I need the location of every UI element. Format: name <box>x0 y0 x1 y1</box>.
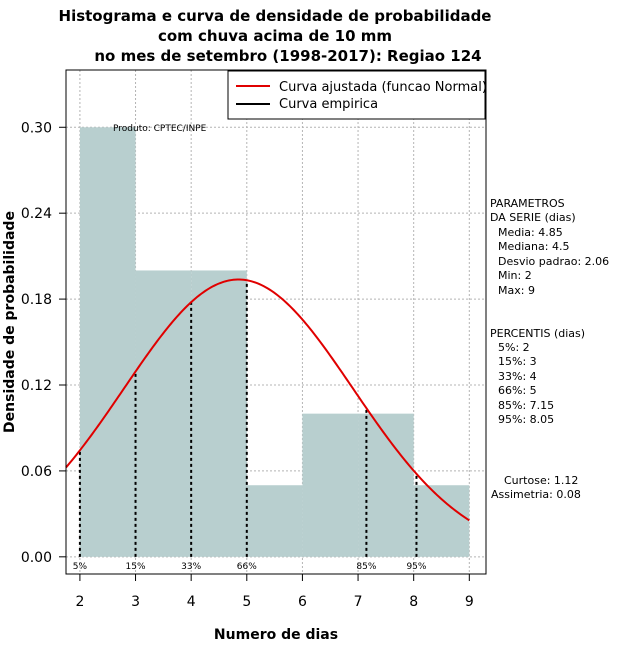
side-pct-33: 33%: 4 <box>498 370 537 383</box>
normal-fit-curve <box>65 278 470 522</box>
histogram-bar <box>246 485 303 557</box>
y-axis: 0.00 0.06 0.12 0.18 0.24 0.30 <box>21 120 66 566</box>
x-tick-label: 8 <box>409 594 418 610</box>
side-param-min: Min: 2 <box>498 269 532 282</box>
y-tick-label: 0.24 <box>21 206 52 222</box>
y-tick-label: 0.00 <box>21 550 52 566</box>
side-param-media: Media: 4.85 <box>498 226 563 239</box>
histogram-bar <box>358 413 414 557</box>
histogram-bars <box>79 127 470 557</box>
legend-label-empirical: Curva empirica <box>279 97 378 112</box>
histogram-bar <box>135 270 192 557</box>
y-tick-label: 0.30 <box>21 120 52 136</box>
percentile-label: 33% <box>181 562 201 572</box>
side-panel: PARAMETROS DA SERIE (dias) Media: 4.85 M… <box>490 197 609 501</box>
side-parameters-heading-2: DA SERIE (dias) <box>490 211 576 224</box>
side-pct-15: 15%: 3 <box>498 355 537 368</box>
product-annotation: Produto: CPTEC/INPE <box>113 124 207 134</box>
histogram-bar <box>79 127 136 557</box>
chart-title: Histograma e curva de densidade de proba… <box>59 7 492 65</box>
title-line-1: Histograma e curva de densidade de proba… <box>59 7 492 25</box>
legend-label-fit: Curva ajustada (funcao Normal) <box>279 80 487 95</box>
percentile-lines <box>78 280 418 557</box>
side-pct-95: 95%: 8.05 <box>498 413 554 426</box>
x-tick-label: 7 <box>354 594 363 610</box>
side-curtose: Curtose: 1.12 <box>504 474 578 487</box>
y-tick-label: 0.12 <box>21 378 52 394</box>
side-pct-66: 66%: 5 <box>498 384 537 397</box>
x-tick-label: 4 <box>187 594 196 610</box>
side-param-mediana: Mediana: 4.5 <box>498 240 569 253</box>
percentile-label: 95% <box>406 562 426 572</box>
y-tick-label: 0.06 <box>21 464 52 480</box>
histogram-bar <box>191 270 247 557</box>
side-pct-85: 85%: 7.15 <box>498 399 554 412</box>
x-axis: 2 3 4 5 6 7 8 9 <box>75 573 474 610</box>
percentile-label: 15% <box>126 562 146 572</box>
percentile-labels: 5% 15% 33% 66% 85% 95% <box>73 562 427 572</box>
x-tick-label: 9 <box>465 594 474 610</box>
side-parameters-heading-1: PARAMETROS <box>490 197 565 210</box>
legend-box <box>227 70 486 120</box>
y-axis-label: Densidade de probabilidade <box>2 211 18 433</box>
x-axis-label: Numero de dias <box>214 627 338 643</box>
side-assimetria: Assimetria: 0.08 <box>491 488 581 501</box>
title-line-3: no mes de setembro (1998-2017): Regiao 1… <box>94 47 481 65</box>
histogram-bar <box>302 413 359 557</box>
title-line-2: com chuva acima de 10 mm <box>158 27 392 45</box>
x-tick-label: 2 <box>75 594 84 610</box>
side-percentiles-heading: PERCENTIS (dias) <box>490 327 585 340</box>
percentile-label: 85% <box>356 562 376 572</box>
side-pct-5: 5%: 2 <box>498 341 530 354</box>
legend: Curva ajustada (funcao Normal) Curva emp… <box>227 70 487 120</box>
y-tick-label: 0.18 <box>21 292 52 308</box>
side-param-max: Max: 9 <box>498 284 535 297</box>
percentile-label: 5% <box>73 562 88 572</box>
x-tick-label: 3 <box>131 594 140 610</box>
x-tick-label: 5 <box>242 594 251 610</box>
side-param-desvio: Desvio padrao: 2.06 <box>498 255 609 268</box>
x-tick-label: 6 <box>298 594 307 610</box>
percentile-label: 66% <box>237 562 257 572</box>
histogram-bar <box>413 485 470 557</box>
